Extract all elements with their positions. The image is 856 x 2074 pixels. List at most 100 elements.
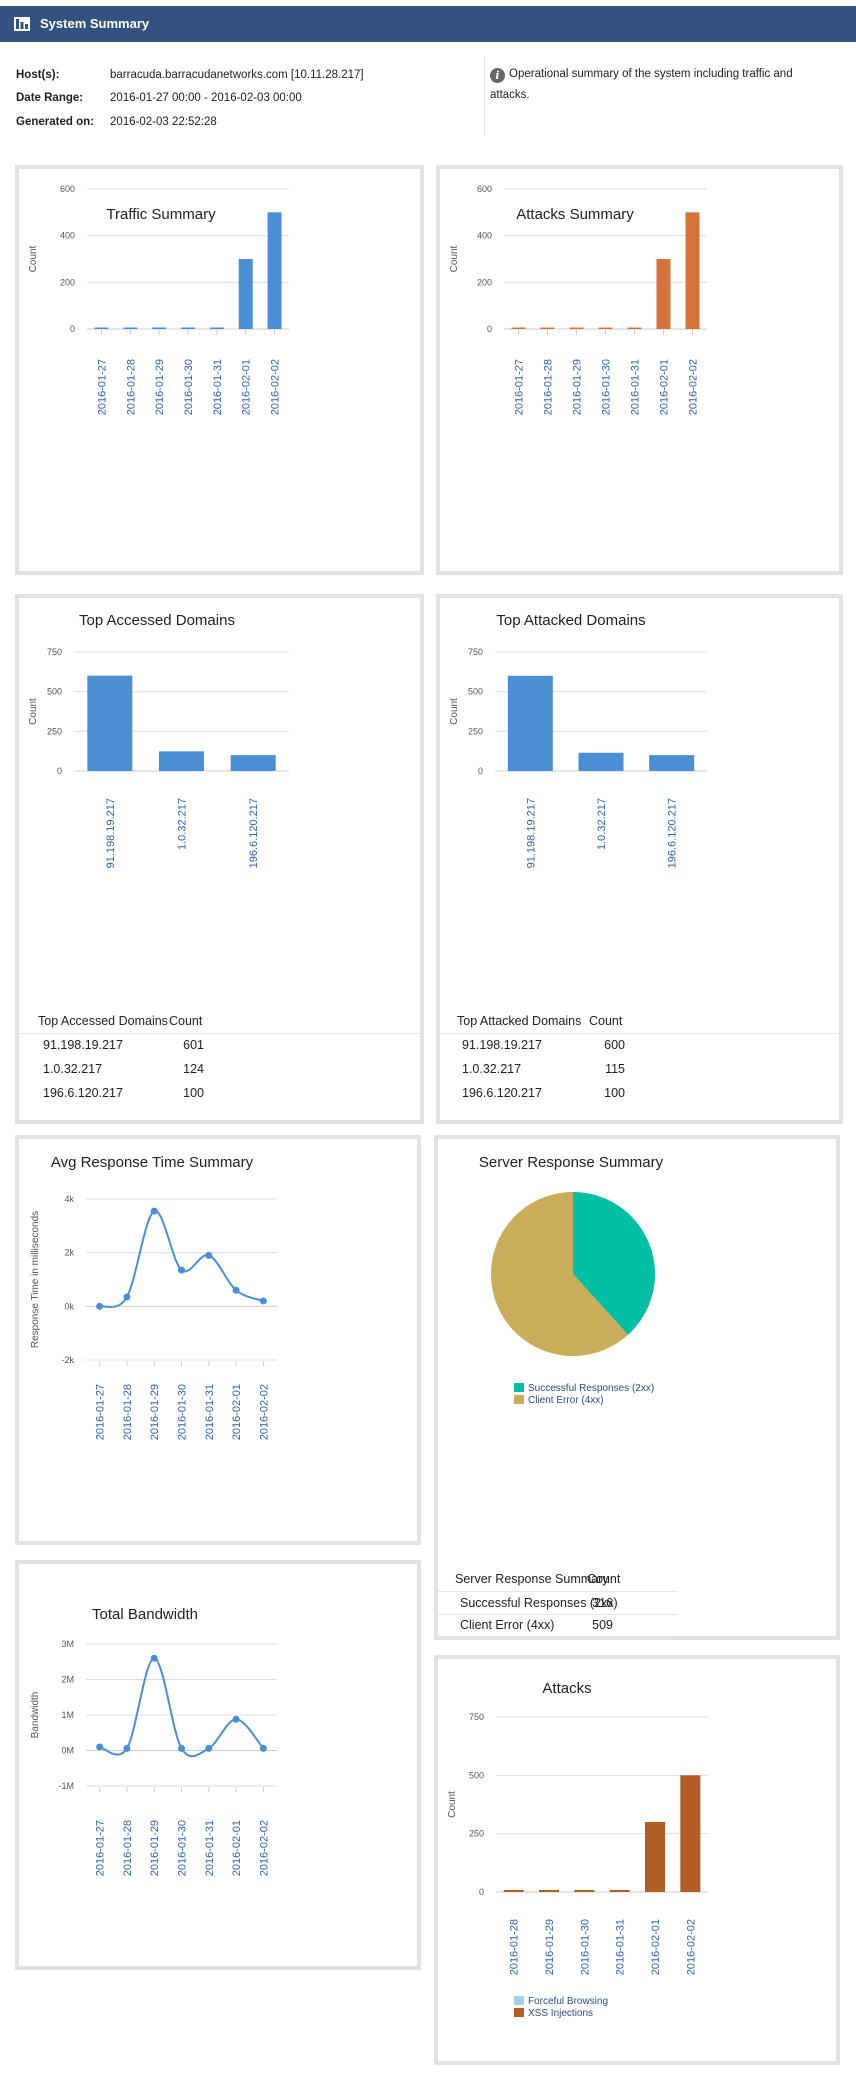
x-tick-label: 2016-01-27 (95, 1820, 107, 1876)
data-point-2016-01-27[interactable] (96, 1743, 104, 1751)
server-response-chart: Server Response Summary Successful Respon… (479, 1154, 664, 1406)
x-tick-label: 91.198.19.217 (105, 798, 117, 868)
bar-1-0-32-217[interactable] (159, 751, 204, 771)
server-response-panel: Server Response Summary Successful Respon… (434, 1135, 840, 1640)
y-axis-label: Bandwidth (30, 1692, 41, 1739)
pie-slice-client-error-4xx[interactable] (491, 1192, 628, 1356)
bar-2016-01-28[interactable] (540, 327, 555, 330)
data-point-2016-01-30[interactable] (178, 1744, 185, 1752)
data-point-2016-01-27[interactable] (96, 1302, 104, 1310)
x-tick-label: 2016-01-29 (154, 359, 166, 415)
y-tick-label: 0M (61, 1746, 74, 1756)
x-tick-label: 2016-01-28 (543, 359, 555, 415)
chart-title: Traffic Summary (106, 206, 216, 223)
table-cell-count: 600 (604, 1038, 625, 1052)
bar-1-0-32-217[interactable] (578, 752, 624, 771)
bar-2016-02-02[interactable] (685, 212, 700, 329)
host-value: barracuda.barracudanetworks.com [10.11.2… (110, 69, 364, 81)
bar-91-198-19-217[interactable] (87, 675, 133, 771)
table-header-count: Count (169, 1014, 203, 1028)
attacks-summary-panel: Attacks Summary 0 200 400 600 Count 2016-01-27… (436, 165, 843, 575)
table-cell-count: 124 (183, 1062, 204, 1076)
y-axis-label: Response Time in milliseconds (30, 1211, 41, 1348)
table-cell-domain: 196.6.120.217 (462, 1086, 542, 1100)
info-icon: i (490, 68, 505, 83)
data-point-2016-01-29[interactable] (150, 1654, 158, 1662)
bar-2016-01-29[interactable] (569, 327, 584, 330)
data-point-2016-01-28[interactable] (123, 1293, 131, 1301)
data-point-2016-01-31[interactable] (205, 1251, 213, 1259)
x-tick-label: 2016-02-01 (650, 1919, 662, 1975)
chart-title: Total Bandwidth (92, 1606, 198, 1623)
bar-xss-2016-02-01[interactable] (645, 1822, 665, 1892)
data-point-2016-01-31[interactable] (205, 1744, 213, 1752)
table-cell-domain: 1.0.32.217 (43, 1062, 103, 1076)
y-tick-label: 600 (477, 184, 492, 194)
bar-196-6-120-217[interactable] (230, 755, 276, 771)
avg-response-time-chart: Avg Response Time Summary -2k 0k 2k 4k Respon… (30, 1154, 277, 1440)
bar-91-198-19-217[interactable] (507, 675, 553, 771)
table-cell-domain: 1.0.32.217 (462, 1062, 522, 1076)
bar-196-6-120-217[interactable] (649, 755, 695, 771)
bar-xss-2016-02-02[interactable] (680, 1775, 701, 1892)
x-tick-label: 2016-02-01 (231, 1384, 243, 1440)
x-tick-label: 196.6.120.217 (667, 798, 679, 868)
bar-xss-2016-01-28[interactable] (503, 1890, 524, 1892)
attacks-chart: Attacks 0 250 500 750 Count 2016-01-28 2016-01-… (447, 1680, 708, 2019)
data-point-2016-02-02[interactable] (259, 1744, 267, 1752)
info-box: i Operational summary of the system inclu… (490, 64, 830, 106)
y-tick-label: 500 (468, 687, 483, 697)
y-tick-label: 0 (478, 766, 483, 776)
table-header-domain: Top Attacked Domains (457, 1014, 582, 1028)
table-cell-count: 100 (604, 1086, 625, 1100)
x-tick-label: 2016-01-31 (204, 1820, 216, 1876)
x-tick-label: 2016-01-31 (615, 1919, 627, 1975)
bar-2016-01-28[interactable] (123, 327, 138, 330)
bar-2016-01-30[interactable] (181, 327, 195, 330)
total-bandwidth-panel: Total Bandwidth -1M 0M 1M 2M 3M Bandwidth 2016-… (15, 1560, 421, 1970)
x-tick-label: 2016-02-02 (258, 1820, 270, 1876)
y-tick-label: 750 (468, 647, 483, 657)
chart-title: Top Attacked Domains (496, 612, 645, 629)
bar-2016-01-29[interactable] (152, 327, 167, 330)
bar-2016-02-01[interactable] (656, 259, 671, 329)
date-range-value: 2016-01-27 00:00 - 2016-02-03 00:00 (110, 92, 302, 104)
table-header-divider (19, 1033, 420, 1034)
table-row-divider (438, 1614, 678, 1615)
y-axis-label: Count (449, 245, 460, 272)
x-tick-label: 2016-01-27 (95, 1384, 107, 1440)
bar-2016-01-27[interactable] (94, 327, 109, 330)
data-point-2016-02-01[interactable] (232, 1286, 240, 1294)
x-tick-label: 2016-01-30 (177, 1384, 189, 1440)
bar-xss-2016-01-29[interactable] (539, 1890, 559, 1892)
table-header-domain: Server Response Summary (455, 1572, 609, 1586)
pie-slice-successful-responses-2xx[interactable] (573, 1192, 655, 1335)
bar-2016-02-02[interactable] (267, 212, 282, 329)
x-tick-label: 2016-01-30 (183, 359, 195, 415)
x-tick-label: 2016-01-27 (96, 359, 108, 415)
data-point-2016-01-30[interactable] (178, 1266, 185, 1274)
y-tick-label: 600 (60, 184, 75, 194)
x-tick-label: 196.6.120.217 (248, 798, 260, 868)
chart-title: Attacks Summary (516, 206, 634, 223)
data-point-2016-02-02[interactable] (259, 1297, 267, 1305)
x-tick-label: 2016-01-30 (177, 1820, 189, 1876)
y-tick-label: 3M (61, 1639, 74, 1649)
bar-2016-01-27[interactable] (511, 327, 526, 330)
bar-2016-01-31[interactable] (627, 327, 642, 330)
table-cell-domain: 91.198.19.217 (462, 1038, 542, 1052)
legend-swatch-xss-injections (514, 2008, 524, 2017)
bar-xss-2016-01-30[interactable] (574, 1890, 595, 1892)
y-tick-label: 200 (60, 277, 75, 287)
data-point-2016-01-29[interactable] (150, 1207, 158, 1215)
data-point-2016-01-28[interactable] (123, 1744, 131, 1752)
bar-2016-01-30[interactable] (598, 327, 613, 330)
y-tick-label: -1M (59, 1781, 75, 1791)
top-accessed-domains-table: Top Accessed Domains Count 91.198.19.217 60… (19, 598, 420, 1120)
attacks-panel: Attacks 0 250 500 750 Count 2016-01-28 2016-01-… (434, 1655, 840, 2065)
data-point-2016-02-01[interactable] (232, 1715, 240, 1723)
bar-xss-2016-01-31[interactable] (609, 1890, 630, 1892)
top-attacked-domains-panel: Top Attacked Domains 0 250 500 750 Count 91.19… (436, 594, 843, 1124)
bar-2016-02-01[interactable] (238, 259, 253, 329)
bar-2016-01-31[interactable] (209, 327, 224, 330)
